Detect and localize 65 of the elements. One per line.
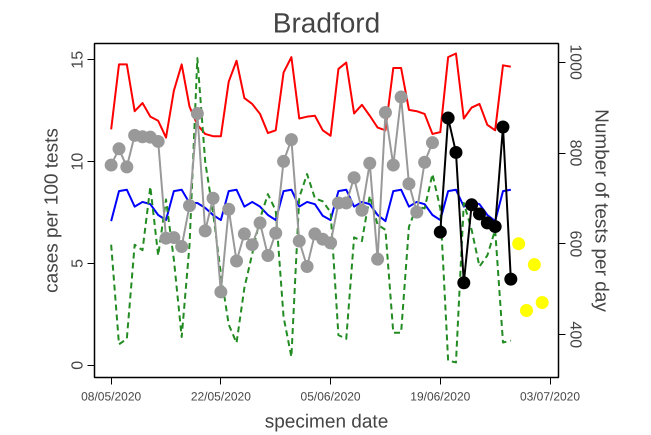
- point: [386, 158, 400, 172]
- point: [363, 156, 376, 170]
- line-series: [110, 57, 512, 364]
- point: [410, 206, 424, 219]
- point: [324, 236, 338, 250]
- y-axis-title: cases per 100 tests: [42, 128, 62, 293]
- point: [254, 216, 267, 230]
- point: [190, 107, 204, 120]
- x-tick-label: 08/05/2020: [81, 390, 142, 404]
- x-tick-label: 19/06/2020: [410, 390, 471, 404]
- point: [112, 142, 126, 156]
- point: [175, 240, 188, 254]
- point: [206, 192, 220, 205]
- point: [120, 160, 134, 174]
- point: [449, 146, 462, 159]
- point: [152, 134, 165, 148]
- x-tick-label: 03/07/2020: [520, 390, 580, 404]
- point: [246, 238, 259, 252]
- point: [284, 133, 298, 146]
- point: [520, 304, 533, 317]
- point: [300, 260, 314, 273]
- point: [222, 202, 236, 216]
- y2-tick-label: 600: [566, 230, 584, 258]
- point: [512, 237, 526, 250]
- point: [348, 171, 361, 184]
- point: [214, 285, 228, 298]
- point: [269, 226, 282, 240]
- point: [355, 204, 368, 217]
- point: [465, 198, 478, 212]
- point: [504, 272, 518, 286]
- y-tick-label: 15: [70, 50, 86, 69]
- y2-tick-label: 400: [566, 321, 584, 348]
- line-series: [110, 52, 512, 139]
- point: [371, 252, 384, 266]
- point: [230, 254, 244, 268]
- point: [104, 158, 118, 172]
- y-tick-label: 5: [70, 258, 86, 268]
- y-tick-label: 10: [70, 152, 86, 171]
- point: [442, 112, 455, 125]
- point: [426, 136, 439, 150]
- point: [378, 106, 392, 120]
- chart-title: Bradford: [272, 8, 380, 38]
- point: [261, 249, 274, 262]
- x-tick-label: 22/05/2020: [190, 390, 252, 404]
- y2-axis-title: Number of tests per day: [590, 109, 612, 312]
- point: [277, 154, 290, 168]
- point: [183, 199, 196, 212]
- point: [238, 227, 251, 240]
- point: [488, 220, 502, 234]
- point: [457, 276, 470, 290]
- x-axis-title: specimen date: [264, 412, 388, 432]
- point: [402, 177, 416, 190]
- y2-tick-label: 800: [566, 140, 584, 166]
- point: [434, 226, 447, 239]
- point: [536, 296, 549, 310]
- point: [418, 156, 432, 169]
- point: [292, 234, 306, 248]
- point: [528, 258, 541, 272]
- point: [472, 207, 486, 220]
- point: [496, 120, 510, 134]
- point: [198, 224, 212, 238]
- x-tick-label: 05/06/2020: [300, 390, 361, 404]
- y-tick-label: 0: [70, 360, 86, 370]
- point: [394, 90, 408, 104]
- y2-tick-label: 1000: [566, 44, 584, 80]
